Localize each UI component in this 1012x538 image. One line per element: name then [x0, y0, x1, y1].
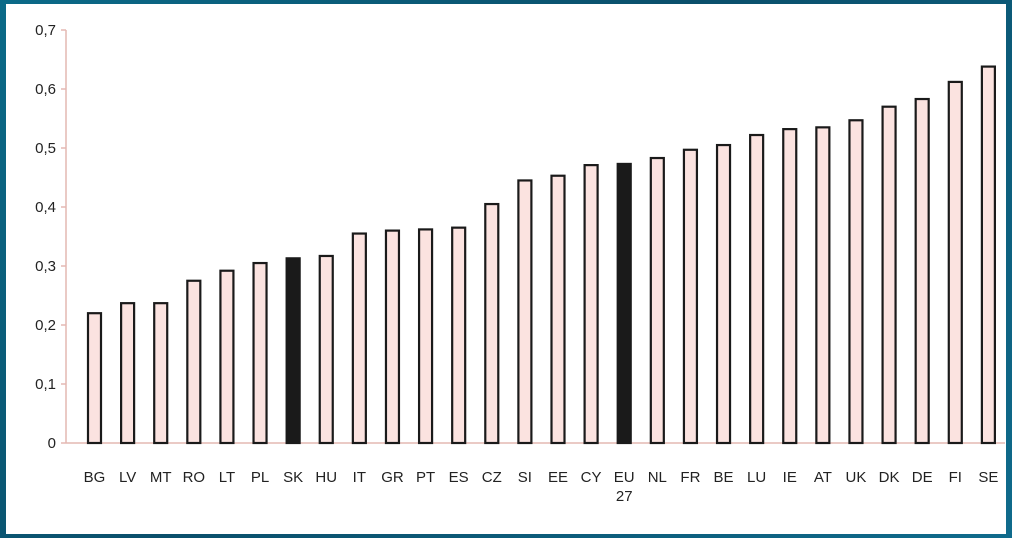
x-tick-label: 27 — [616, 488, 633, 505]
x-tick-label: DE — [912, 469, 933, 486]
bar-si — [517, 179, 533, 445]
y-tick-label: 0 — [48, 435, 56, 452]
x-tick-label: AT — [814, 469, 832, 486]
x-tick-label: EU — [614, 469, 635, 486]
x-tick-label: FI — [949, 469, 962, 486]
bar-nl — [649, 156, 665, 445]
x-tick-label: IE — [783, 469, 797, 486]
x-tick-label: NL — [648, 469, 667, 486]
y-tick-label: 0,3 — [35, 258, 56, 275]
x-tick-label: GR — [381, 469, 404, 486]
bar-ie — [782, 128, 798, 445]
x-tick-label: IT — [353, 469, 366, 486]
x-tick-label: DK — [879, 469, 900, 486]
x-tick-label: EE — [548, 469, 568, 486]
y-tick-label: 0,2 — [35, 317, 56, 334]
bar-lt — [219, 269, 235, 445]
y-axis-ticks: 0 0,1 0,2 0,3 0,4 0,5 0,6 0,7 — [35, 22, 66, 452]
bar-bg — [86, 312, 103, 445]
bar-mt — [153, 302, 169, 445]
bar-cz — [484, 202, 500, 445]
bar-at — [815, 126, 831, 445]
bar-es — [451, 226, 467, 445]
bars — [86, 65, 996, 445]
bar-pt — [417, 228, 434, 445]
x-tick-label: UK — [846, 469, 867, 486]
x-tick-label: CZ — [482, 469, 502, 486]
y-tick-label: 0,7 — [35, 22, 56, 39]
bar-fi — [947, 80, 963, 445]
x-tick-label: RO — [183, 469, 206, 486]
bar-lu — [749, 133, 765, 445]
bar-cy — [583, 164, 599, 445]
bar-lv — [120, 302, 136, 445]
x-tick-label: SK — [283, 469, 303, 486]
bar-fr — [682, 148, 699, 445]
x-axis-labels: BG LV MT RO LT PL SK HU IT GR PT ES CZ SI EE CY EU 27 NL FR… — [84, 469, 999, 505]
bar-pl — [252, 261, 268, 445]
x-tick-label: PT — [416, 469, 435, 486]
x-tick-label: ES — [449, 469, 469, 486]
bar-ro — [186, 279, 202, 445]
x-tick-label: HU — [315, 469, 337, 486]
y-tick-label: 0,6 — [35, 81, 56, 98]
bar-sk — [285, 257, 301, 445]
bar-gr — [384, 229, 401, 445]
x-tick-label: PL — [251, 469, 269, 486]
bar-de — [914, 97, 930, 445]
x-tick-label: MT — [150, 469, 172, 486]
x-tick-label: BE — [714, 469, 734, 486]
x-tick-label: SI — [518, 469, 532, 486]
x-tick-label: LV — [119, 469, 136, 486]
bar-it — [351, 232, 367, 445]
x-tick-label: FR — [680, 469, 700, 486]
bar-uk — [848, 119, 864, 445]
bar-eu27 — [616, 162, 632, 445]
bar-ee — [550, 174, 566, 445]
chart-panel — [6, 4, 1006, 534]
x-tick-label: SE — [978, 469, 998, 486]
bar-se — [980, 65, 996, 445]
y-tick-label: 0,4 — [35, 199, 56, 216]
bar-be — [715, 143, 732, 445]
bar-hu — [318, 254, 334, 445]
x-tick-label: BG — [84, 469, 106, 486]
y-tick-label: 0,5 — [35, 140, 56, 157]
y-tick-label: 0,1 — [35, 376, 56, 393]
x-tick-label: LT — [219, 469, 235, 486]
x-tick-label: CY — [581, 469, 602, 486]
x-tick-label: LU — [747, 469, 766, 486]
bar-dk — [881, 105, 897, 445]
